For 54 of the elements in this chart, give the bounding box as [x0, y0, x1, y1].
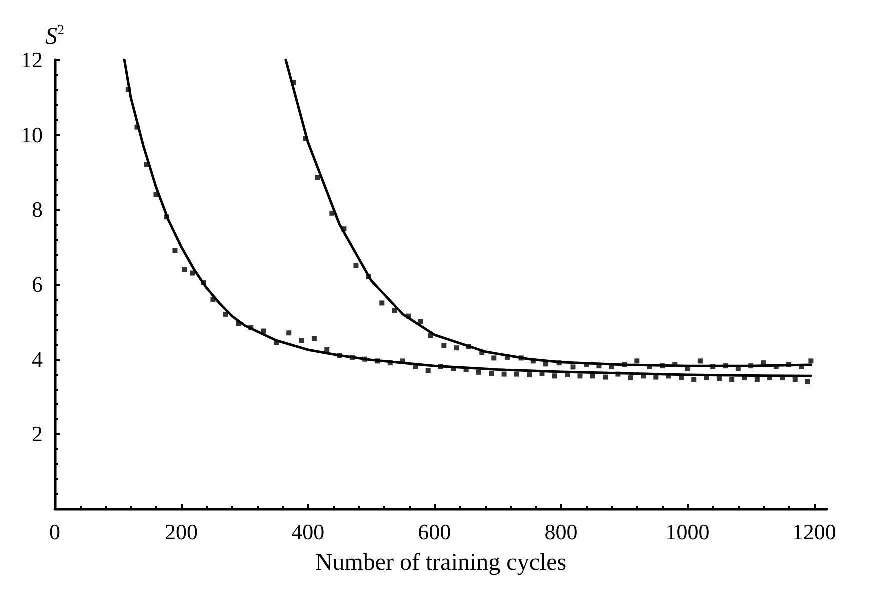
point — [552, 374, 558, 379]
point — [299, 338, 304, 344]
x-axis-title: Number of training cycles — [315, 550, 567, 576]
point — [492, 356, 497, 361]
point — [654, 374, 659, 380]
point — [392, 308, 398, 314]
point — [692, 377, 697, 382]
point — [628, 376, 634, 381]
point — [380, 300, 385, 306]
y-tick-label: 4 — [32, 346, 43, 372]
point — [223, 312, 228, 317]
point — [754, 377, 760, 382]
point — [182, 267, 188, 272]
x-tick-label: 600 — [418, 520, 452, 544]
y-tick-label: 10 — [21, 122, 43, 148]
point — [527, 372, 532, 378]
point — [590, 374, 596, 379]
point — [315, 174, 320, 180]
point — [698, 358, 703, 364]
point — [489, 371, 494, 376]
point — [634, 358, 640, 364]
x-tick-label: 0 — [50, 520, 60, 544]
point — [330, 210, 335, 216]
point — [570, 364, 576, 370]
y-tick-label: 8 — [32, 197, 43, 222]
y-tick-label: 2 — [32, 422, 43, 447]
point — [678, 376, 684, 381]
point — [578, 374, 583, 379]
x-tick-label: 1000 — [666, 520, 710, 544]
point — [514, 372, 520, 377]
y-tick-label: 6 — [32, 272, 43, 297]
point — [808, 358, 814, 364]
x-tick-label: 400 — [292, 520, 325, 544]
point — [502, 372, 507, 377]
point — [806, 379, 811, 384]
point — [603, 374, 608, 380]
point — [730, 377, 735, 382]
point — [172, 248, 178, 254]
point — [442, 342, 447, 348]
point — [476, 370, 482, 375]
x-tick-label: 1200 — [792, 520, 836, 544]
point — [418, 319, 424, 324]
x-tick-label: 800 — [544, 520, 578, 544]
point — [426, 368, 431, 374]
x-tick-label: 200 — [165, 520, 198, 544]
point — [312, 336, 317, 342]
point — [716, 376, 722, 382]
point — [286, 330, 292, 336]
point — [354, 263, 359, 268]
point — [792, 377, 798, 382]
point — [324, 347, 330, 352]
y-tick-label: 12 — [21, 48, 43, 72]
point — [190, 270, 196, 276]
point — [454, 346, 460, 351]
